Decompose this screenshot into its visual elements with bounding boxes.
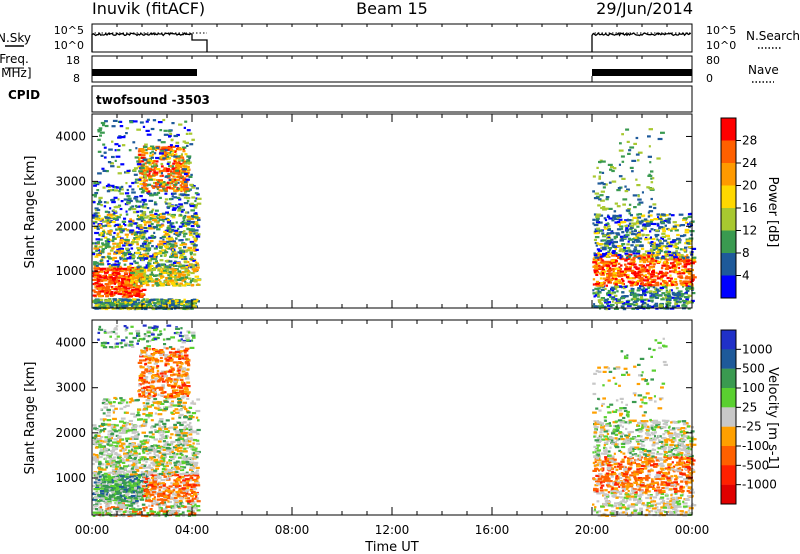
power-colorbar-swatch-4 xyxy=(721,208,736,231)
power-ytick-label-2: 3000 xyxy=(55,174,86,188)
freq-trace-interval-2 xyxy=(592,69,692,76)
x-tick-label-5: 20:00 xyxy=(575,523,610,537)
velocity-colorbar-tick-label-6: -500 xyxy=(742,458,769,472)
x-tick-label-0: 00:00 xyxy=(75,523,110,537)
power-scatter xyxy=(92,118,697,311)
power-colorbar-tick-label-2: 20 xyxy=(742,179,757,193)
beam-title: Beam 15 xyxy=(356,0,428,18)
x-tick-label-3: 12:00 xyxy=(375,523,410,537)
power-ytick-label-0: 1000 xyxy=(55,264,86,278)
velocity-colorbar-swatch-1 xyxy=(721,349,736,369)
station-title: Inuvik (fitACF) xyxy=(92,0,205,18)
power-colorbar-tick-label-0: 28 xyxy=(742,134,757,148)
velocity-colorbar-swatch-5 xyxy=(721,426,736,447)
velocity-scatter xyxy=(92,324,697,518)
x-axis-label: Time UT xyxy=(364,540,418,554)
freq-tick-top: 18 xyxy=(66,54,80,67)
freq-label-line1: Freq. xyxy=(0,52,29,66)
power-colorbar-tick-label-5: 8 xyxy=(742,246,750,260)
power-colorbar-tick-label-3: 16 xyxy=(742,201,757,215)
power-colorbar-tick-label-4: 12 xyxy=(742,224,757,238)
velocity-colorbar-swatch-8 xyxy=(721,484,736,505)
power-ytick-label-1: 2000 xyxy=(55,219,86,233)
velocity-colorbar-tick-label-2: 100 xyxy=(742,381,765,395)
nave-tick-bottom: 0 xyxy=(706,72,713,85)
velocity-colorbar-swatch-7 xyxy=(721,465,736,485)
nave-trace xyxy=(91,76,593,82)
cpid-value: twofsound -3503 xyxy=(96,93,210,107)
velocity-colorbar-label: Velocity [m s-1] xyxy=(765,367,780,469)
power-colorbar-swatch-2 xyxy=(721,163,736,186)
cpid-label: CPID xyxy=(8,88,40,102)
velocity-colorbar-swatch-0 xyxy=(721,330,736,350)
nsky-trace-interval-2 xyxy=(591,31,692,52)
power-colorbar-swatch-1 xyxy=(721,140,736,164)
power-ytick-label-3: 4000 xyxy=(55,129,86,143)
power-colorbar-label: Power [dB] xyxy=(765,177,780,248)
power-colorbar-swatch-7 xyxy=(721,275,736,299)
x-tick-label-2: 08:00 xyxy=(275,523,310,537)
date-title: 29/Jun/2014 xyxy=(596,0,693,18)
x-tick-label-6: 00:00 xyxy=(675,523,710,537)
power-colorbar-swatch-5 xyxy=(721,230,736,254)
velocity-colorbar-frame xyxy=(720,329,737,505)
cpid-panel-frame xyxy=(91,85,693,113)
nsky-tick-top: 10^5 xyxy=(54,24,84,37)
x-tick-label-4: 16:00 xyxy=(475,523,510,537)
freq-tick-bottom: 8 xyxy=(73,72,80,85)
velocity-colorbar-swatch-6 xyxy=(721,446,736,466)
velocity-colorbar-tick-label-1: 500 xyxy=(742,362,765,376)
nsky-panel-frame xyxy=(91,23,693,53)
velocity-colorbar-tick-label-5: -100 xyxy=(742,439,769,453)
nave-tick-top: 80 xyxy=(706,54,720,67)
velocity-ytick-label-1: 2000 xyxy=(55,426,86,440)
velocity-ytick-label-0: 1000 xyxy=(55,471,86,485)
nsearch-label: N.Search xyxy=(746,29,800,43)
velocity-colorbar-swatch-4 xyxy=(721,407,736,427)
velocity-colorbar-tick-label-4: -25 xyxy=(742,420,762,434)
nsky-label: N.Sky xyxy=(0,31,31,45)
nsky-tick-bottom: 10^0 xyxy=(54,39,84,52)
velocity-colorbar-tick-label-3: 25 xyxy=(742,400,757,414)
nsky-trace-interval-1 xyxy=(91,32,208,52)
velocity-ylabel: Slant Range [km] xyxy=(23,362,38,475)
power-colorbar-tick-label-1: 24 xyxy=(742,156,757,170)
velocity-ytick-label-2: 3000 xyxy=(55,381,86,395)
nsearch-tick-top: 10^5 xyxy=(706,24,736,37)
freq-label-line2: [MHz] xyxy=(0,66,32,80)
velocity-colorbar-swatch-3 xyxy=(721,388,736,408)
power-colorbar-swatch-0 xyxy=(721,118,736,141)
freq-trace-interval-1 xyxy=(92,69,197,76)
velocity-colorbar-swatch-2 xyxy=(721,368,736,389)
velocity-ytick-label-3: 4000 xyxy=(55,336,86,350)
velocity-colorbar-tick-label-7: -1000 xyxy=(742,478,777,492)
velocity-colorbar-tick-label-0: 1000 xyxy=(742,342,773,356)
power-ylabel: Slant Range [km] xyxy=(23,156,38,269)
nsearch-tick-bottom: 10^0 xyxy=(706,39,736,52)
nave-label: Nave xyxy=(748,63,779,77)
power-colorbar-swatch-6 xyxy=(721,253,736,276)
power-colorbar-swatch-3 xyxy=(721,185,736,209)
x-tick-label-1: 04:00 xyxy=(175,523,210,537)
power-colorbar-tick-label-6: 4 xyxy=(742,269,750,283)
